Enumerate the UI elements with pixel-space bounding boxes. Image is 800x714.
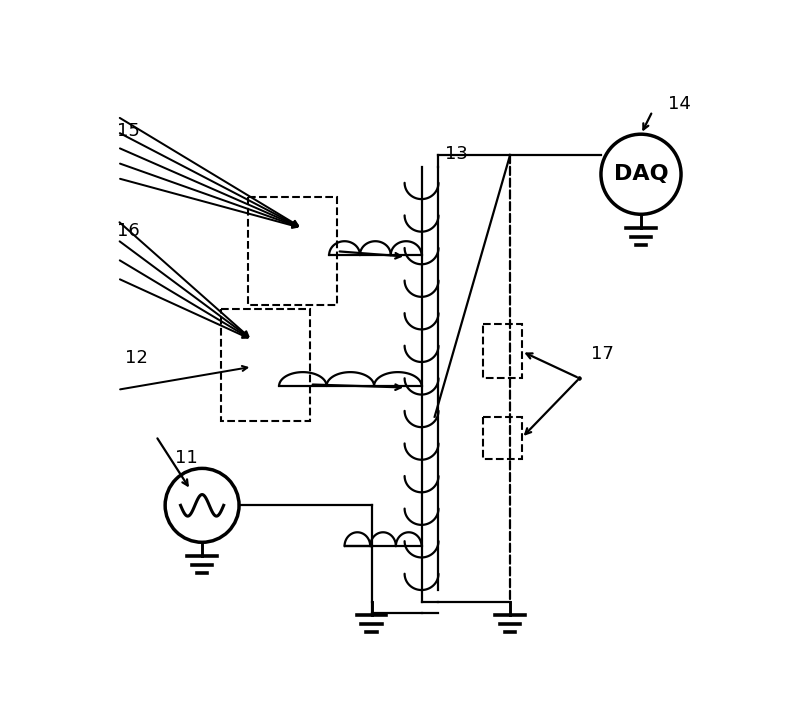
Text: 14: 14 bbox=[668, 95, 691, 113]
Text: 16: 16 bbox=[118, 222, 140, 240]
Text: 15: 15 bbox=[118, 121, 140, 140]
Text: 13: 13 bbox=[445, 145, 467, 163]
Bar bbox=[483, 324, 522, 378]
Text: 11: 11 bbox=[175, 449, 198, 467]
Text: 17: 17 bbox=[591, 345, 614, 363]
Bar bbox=[483, 417, 522, 459]
Bar bbox=[222, 309, 310, 421]
Text: 12: 12 bbox=[125, 349, 148, 367]
Bar bbox=[248, 197, 337, 305]
Text: DAQ: DAQ bbox=[614, 164, 668, 184]
